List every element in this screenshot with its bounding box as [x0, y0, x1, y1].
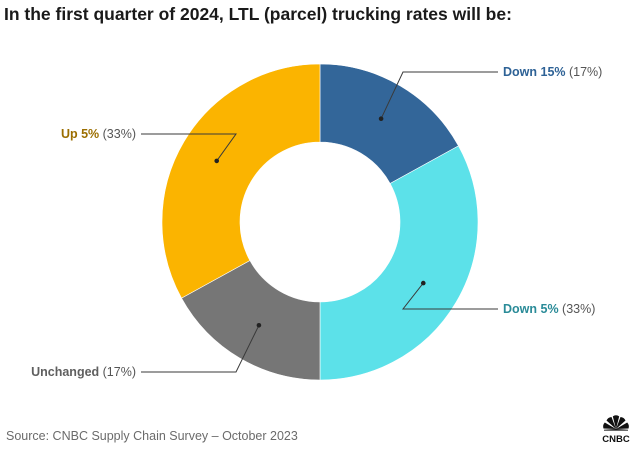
leader-dot-down-5pct: [420, 280, 426, 286]
label-name-unchanged: Unchanged: [31, 365, 99, 379]
label-name-down-15pct: Down 15%: [503, 65, 566, 79]
label-percent-up-5pct: (33%): [99, 127, 136, 141]
cnbc-logo-text: CNBC: [602, 434, 630, 445]
leader-dot-unchanged: [256, 322, 262, 328]
slice-up-5pct: [161, 63, 321, 299]
label-percent-down-5pct: (33%): [559, 302, 596, 316]
label-down-15pct: Down 15% (17%): [503, 65, 602, 79]
label-percent-down-15pct: (17%): [566, 65, 603, 79]
leader-dot-up-5pct: [214, 158, 220, 164]
source-note: Source: CNBC Supply Chain Survey – Octob…: [6, 429, 298, 443]
leader-line-down-15pct: [380, 71, 498, 119]
leader-line-unchanged: [141, 325, 260, 373]
label-unchanged: Unchanged (17%): [31, 365, 136, 379]
leader-line-down-5pct: [401, 282, 498, 310]
slice-down-15pct: [319, 63, 459, 184]
slice-down-5pct: [319, 145, 479, 381]
cnbc-peacock-logo: CNBC: [602, 415, 630, 445]
chart-title: In the first quarter of 2024, LTL (parce…: [4, 4, 512, 24]
label-name-up-5pct: Up 5%: [61, 127, 99, 141]
label-percent-unchanged: (17%): [99, 365, 136, 379]
slice-unchanged: [181, 260, 321, 381]
leader-line-up-5pct: [141, 133, 237, 162]
label-up-5pct: Up 5% (33%): [61, 127, 136, 141]
leader-dot-down-15pct: [378, 116, 384, 122]
label-down-5pct: Down 5% (33%): [503, 302, 595, 316]
label-name-down-5pct: Down 5%: [503, 302, 559, 316]
